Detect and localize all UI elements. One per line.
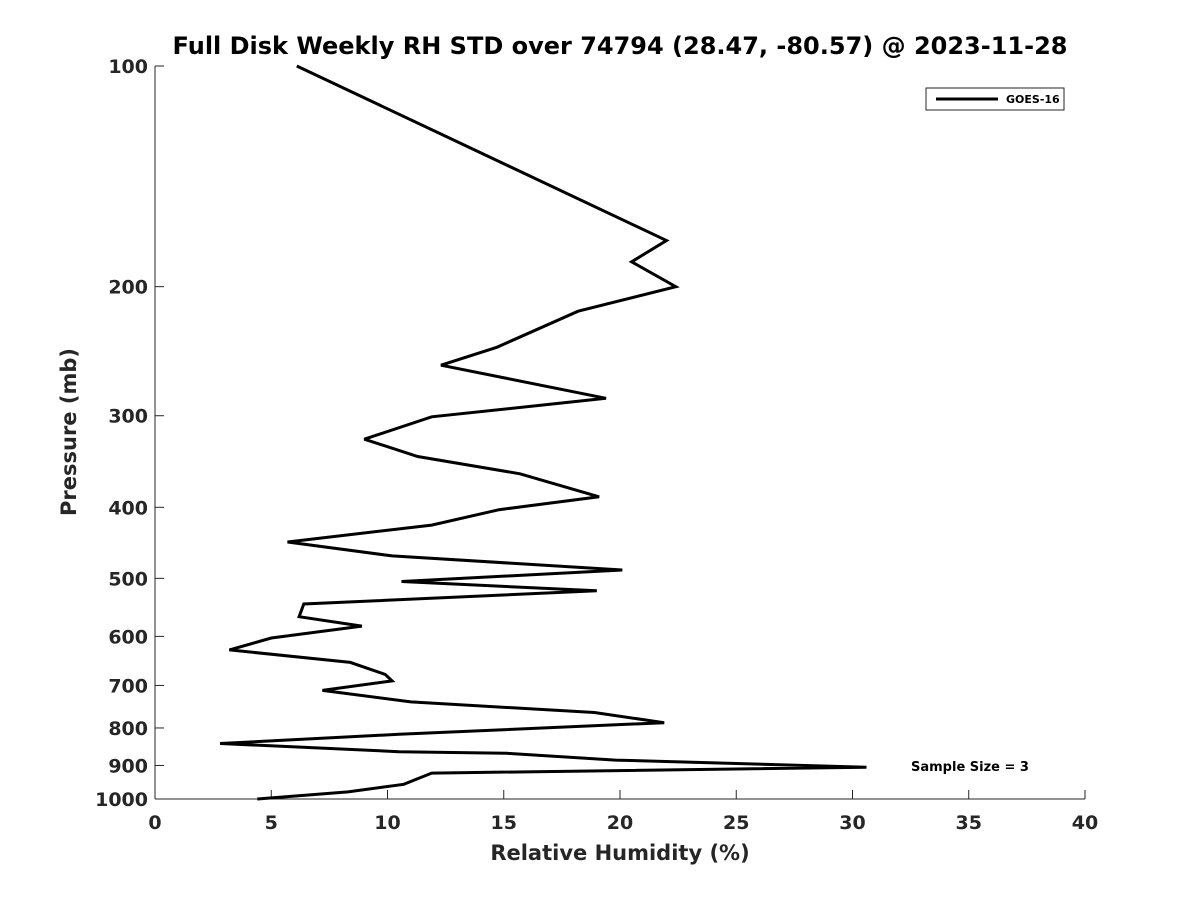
y-axis-label: Pressure (mb) — [57, 348, 81, 516]
x-tick-label: 20 — [607, 812, 633, 834]
x-tick-label: 40 — [1072, 812, 1098, 834]
series-line — [220, 64, 867, 801]
x-tick-label: 25 — [723, 812, 749, 834]
sample-size-annotation: Sample Size = 3 — [911, 760, 1029, 775]
y-tick-label: 500 — [108, 568, 148, 590]
x-tick-label: 15 — [491, 812, 517, 834]
y-tick-label: 600 — [108, 626, 148, 648]
series-layer — [220, 64, 867, 801]
y-tick-label: 200 — [108, 277, 148, 299]
x-ticks: 0 5 10 15 20 25 30 35 40 — [148, 790, 1098, 834]
y-tick-label: 300 — [108, 406, 148, 428]
y-tick-label: 100 — [108, 56, 148, 78]
y-tick-label: 800 — [108, 718, 148, 740]
x-tick-label: 35 — [956, 812, 982, 834]
y-tick-label: 700 — [108, 675, 148, 697]
y-tick-label: 1000 — [95, 789, 148, 811]
chart-title: Full Disk Weekly RH STD over 74794 (28.4… — [173, 32, 1068, 60]
x-tick-label: 0 — [148, 812, 161, 834]
y-tick-label: 900 — [108, 755, 148, 777]
legend: GOES-16 — [925, 87, 1065, 111]
x-tick-label: 5 — [265, 812, 278, 834]
x-tick-label: 30 — [839, 812, 865, 834]
x-tick-label: 10 — [374, 812, 400, 834]
x-axis-label: Relative Humidity (%) — [490, 841, 749, 865]
plot-area — [154, 66, 1085, 800]
y-ticks: 100 200 300 400 500 600 700 800 900 1000 — [95, 56, 164, 811]
y-tick-label: 400 — [108, 497, 148, 519]
legend-label: GOES-16 — [1006, 93, 1060, 106]
